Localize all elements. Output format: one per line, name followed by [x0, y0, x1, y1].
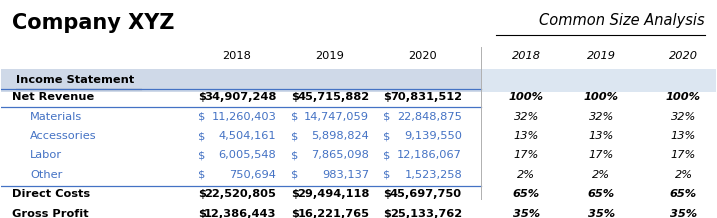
Text: 13%: 13%: [589, 131, 614, 141]
Text: 9,139,550: 9,139,550: [404, 131, 462, 141]
Text: 13%: 13%: [671, 131, 696, 141]
Text: 2%: 2%: [675, 170, 693, 180]
Text: 12,386,443: 12,386,443: [204, 209, 276, 218]
Text: $: $: [198, 189, 206, 199]
Text: $: $: [384, 150, 391, 160]
Text: $: $: [384, 92, 391, 102]
Text: 750,694: 750,694: [229, 170, 276, 180]
Text: $: $: [290, 170, 298, 180]
Text: $: $: [384, 112, 391, 122]
Text: 45,715,882: 45,715,882: [297, 92, 369, 102]
Text: $: $: [198, 170, 205, 180]
Text: Gross Profit: Gross Profit: [12, 209, 89, 218]
Text: $: $: [384, 209, 391, 218]
Text: 17%: 17%: [671, 150, 696, 160]
Text: 35%: 35%: [588, 209, 615, 218]
Text: 35%: 35%: [670, 209, 697, 218]
Text: 45,697,750: 45,697,750: [390, 189, 462, 199]
Text: 34,907,248: 34,907,248: [204, 92, 276, 102]
Text: 16,221,765: 16,221,765: [298, 209, 369, 218]
Text: 11,260,403: 11,260,403: [212, 112, 276, 122]
Text: 4,504,161: 4,504,161: [219, 131, 276, 141]
Text: 14,747,059: 14,747,059: [304, 112, 369, 122]
Text: 29,494,118: 29,494,118: [297, 189, 369, 199]
Text: Net Revenue: Net Revenue: [12, 92, 95, 102]
Text: $: $: [290, 209, 298, 218]
Text: $: $: [198, 150, 205, 160]
Text: $: $: [290, 150, 298, 160]
Text: 2%: 2%: [592, 170, 610, 180]
Text: 13%: 13%: [513, 131, 539, 141]
Text: $: $: [198, 112, 205, 122]
Text: $: $: [290, 131, 298, 141]
Text: 35%: 35%: [513, 209, 540, 218]
Text: 1,523,258: 1,523,258: [404, 170, 462, 180]
Text: Income Statement: Income Statement: [16, 75, 134, 85]
Text: 65%: 65%: [588, 189, 615, 199]
Text: Other: Other: [30, 170, 62, 180]
Text: 32%: 32%: [589, 112, 614, 122]
Text: $: $: [198, 209, 206, 218]
Text: 17%: 17%: [589, 150, 614, 160]
Text: 100%: 100%: [666, 92, 701, 102]
Text: 32%: 32%: [671, 112, 696, 122]
Text: 983,137: 983,137: [322, 170, 369, 180]
Text: 2018: 2018: [223, 51, 252, 61]
Text: 2019: 2019: [315, 51, 344, 61]
Text: 12,186,067: 12,186,067: [397, 150, 462, 160]
Text: $: $: [290, 112, 298, 122]
Text: 32%: 32%: [513, 112, 539, 122]
Text: 65%: 65%: [513, 189, 540, 199]
Text: Labor: Labor: [30, 150, 62, 160]
Text: 22,848,875: 22,848,875: [397, 112, 462, 122]
Text: Materials: Materials: [30, 112, 82, 122]
Text: 7,865,098: 7,865,098: [311, 150, 369, 160]
Text: $: $: [290, 189, 298, 199]
Text: 22,520,805: 22,520,805: [204, 189, 276, 199]
Text: 5,898,824: 5,898,824: [311, 131, 369, 141]
Text: $: $: [290, 92, 298, 102]
Text: Direct Costs: Direct Costs: [12, 189, 90, 199]
Text: 17%: 17%: [513, 150, 539, 160]
Text: 2019: 2019: [587, 51, 616, 61]
Text: Company XYZ: Company XYZ: [12, 13, 175, 33]
Text: 2020: 2020: [409, 51, 437, 61]
Text: Common Size Analysis: Common Size Analysis: [539, 13, 705, 28]
Text: 6,005,548: 6,005,548: [219, 150, 276, 160]
Text: 2%: 2%: [518, 170, 536, 180]
Text: 2018: 2018: [512, 51, 541, 61]
Bar: [1, 69, 481, 92]
Text: 70,831,512: 70,831,512: [390, 92, 462, 102]
Text: 100%: 100%: [584, 92, 619, 102]
Text: 25,133,762: 25,133,762: [390, 209, 462, 218]
Text: $: $: [198, 131, 205, 141]
Bar: [481, 69, 716, 92]
Text: Accessories: Accessories: [30, 131, 97, 141]
Text: 100%: 100%: [509, 92, 543, 102]
Text: $: $: [198, 92, 206, 102]
Text: 65%: 65%: [670, 189, 697, 199]
Text: 2020: 2020: [669, 51, 698, 61]
Text: $: $: [384, 189, 391, 199]
Text: $: $: [384, 170, 391, 180]
Text: $: $: [384, 131, 391, 141]
